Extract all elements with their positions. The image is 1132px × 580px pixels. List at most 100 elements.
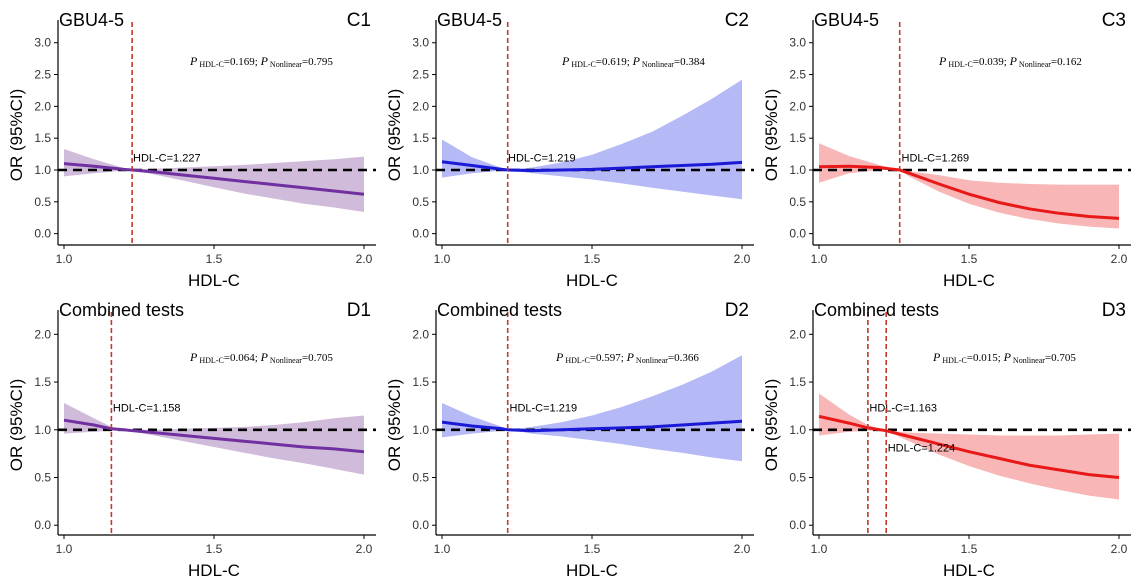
chart-panel-c2: HDL-C=1.219 0.0 0.5 1.0 1.5 2.0 2.5 3.0 1.0 1.5 2.…: [385, 10, 754, 290]
x-tick-label: 1.0: [811, 542, 828, 556]
y-axis-title: OR (95%CI): [7, 379, 26, 472]
panel-title: Combined tests: [59, 300, 184, 320]
p-value-text: Nonlinear: [1017, 60, 1051, 69]
p-value-text: =: [302, 56, 308, 68]
p-value: 0.366: [674, 352, 699, 364]
y-tick-label: 1.0: [34, 423, 51, 437]
panel-title: GBU4-5: [59, 10, 124, 30]
p-value-text: HDL-C: [197, 60, 223, 69]
x-axis-title: HDL-C: [943, 561, 995, 580]
y-tick-label: 2.0: [789, 327, 806, 341]
cutpoint-label: HDL-C=1.224: [888, 443, 956, 455]
panel-label: C2: [725, 10, 749, 31]
p-value-text: HDL-C: [197, 356, 223, 365]
chart-panel-d3: HDL-C=1.163 HDL-C=1.224 0.0 0.5 1.0 1.5 2.0 1.0…: [762, 300, 1131, 580]
p-value-text: ;: [998, 352, 1004, 364]
p-value-text: =: [1051, 56, 1057, 68]
y-tick-label: 0.5: [412, 195, 429, 209]
y-tick-label: 1.5: [789, 375, 806, 389]
chart-panel-d1: HDL-C=1.158 0.0 0.5 1.0 1.5 2.0 1.0 1.5 2.0 HDL-C…: [7, 300, 376, 580]
p-value-text: =: [973, 56, 979, 68]
or-estimate-line: [441, 160, 743, 173]
p-value-text: =: [1045, 352, 1051, 364]
p-value-text: P: [561, 54, 570, 68]
x-tick-label: 1.5: [584, 252, 601, 266]
p-value-text: P: [260, 54, 269, 68]
y-tick-label: 2.0: [789, 99, 806, 113]
p-value: 0.619: [602, 56, 627, 68]
x-tick-label: 1.0: [434, 252, 451, 266]
p-value-text: =: [590, 352, 596, 364]
y-tick-label: 0.5: [789, 471, 806, 485]
p-value-text: HDL-C: [569, 60, 595, 69]
ci-band: [819, 143, 1119, 229]
p-value-text: P: [1003, 350, 1012, 364]
y-axis-title: OR (95%CI): [385, 379, 404, 472]
p-value-text: =: [967, 352, 973, 364]
y-tick-label: 0.0: [34, 518, 51, 532]
p-value-text: P: [260, 350, 269, 364]
y-tick-label: 1.5: [34, 375, 51, 389]
p-value: 0.039: [979, 56, 1004, 68]
p-value-text: P: [1009, 54, 1018, 68]
y-tick-label: 3.0: [34, 36, 51, 50]
p-value-text: Nonlinear: [634, 356, 668, 365]
y-tick-label: 1.0: [412, 163, 429, 177]
x-tick-label: 2.0: [1111, 542, 1128, 556]
cutpoint-label: HDL-C=1.227: [133, 153, 201, 165]
p-value: 0.795: [308, 56, 333, 68]
y-tick-label: 1.5: [412, 131, 429, 145]
p-value-text: Nonlinear: [1011, 356, 1045, 365]
p-value-text: =: [668, 352, 674, 364]
p-value-text: Nonlinear: [268, 356, 302, 365]
p-value: 0.169: [230, 56, 255, 68]
p-value-text: ;: [621, 352, 627, 364]
p-value-text: HDL-C: [946, 60, 972, 69]
cutpoint-label: HDL-C=1.269: [902, 153, 970, 165]
x-axis-title: HDL-C: [566, 561, 618, 580]
y-axis-title: OR (95%CI): [385, 89, 404, 182]
x-tick-label: 1.0: [434, 542, 451, 556]
x-tick-label: 2.0: [734, 252, 751, 266]
p-value-annotation: P HDL-C=0.169; P Nonlinear=0.795: [189, 54, 333, 69]
y-axis-title: OR (95%CI): [762, 89, 781, 182]
panel-label: C1: [347, 10, 371, 31]
p-value-text: ;: [1004, 56, 1010, 68]
cutpoint-label: HDL-C=1.163: [869, 403, 937, 415]
chart-panel-d2: HDL-C=1.219 0.0 0.5 1.0 1.5 2.0 1.0 1.5 2.0 HDL-C…: [385, 300, 754, 580]
p-value-text: ;: [255, 352, 261, 364]
p-value: 0.064: [230, 352, 255, 364]
x-tick-label: 2.0: [734, 542, 751, 556]
p-value-text: P: [189, 350, 198, 364]
x-tick-label: 1.5: [584, 542, 601, 556]
or-estimate-line: [63, 162, 365, 196]
x-tick-label: 1.5: [206, 542, 223, 556]
y-tick-label: 0.0: [789, 227, 806, 241]
p-value-text: ;: [627, 56, 633, 68]
p-value-text: P: [555, 350, 564, 364]
p-value-text: Nonlinear: [268, 60, 302, 69]
p-value: 0.162: [1057, 56, 1082, 68]
or-estimate-line: [63, 418, 365, 454]
p-value-text: =: [224, 352, 230, 364]
x-tick-label: 1.0: [56, 252, 73, 266]
p-value-annotation: P HDL-C=0.619; P Nonlinear=0.384: [561, 54, 705, 69]
x-tick-label: 2.0: [356, 252, 373, 266]
p-value-text: P: [938, 54, 947, 68]
p-value: 0.384: [680, 56, 705, 68]
p-value-text: =: [302, 352, 308, 364]
p-value: 0.705: [1051, 352, 1076, 364]
panel-label: C3: [1102, 10, 1126, 31]
y-tick-label: 0.5: [412, 471, 429, 485]
y-tick-label: 2.5: [412, 68, 429, 82]
y-tick-label: 1.0: [789, 163, 806, 177]
p-value: 0.597: [596, 352, 621, 364]
cutpoint-label: HDL-C=1.219: [510, 403, 578, 415]
y-tick-label: 0.0: [412, 518, 429, 532]
x-tick-label: 1.0: [56, 542, 73, 556]
x-tick-label: 1.5: [961, 252, 978, 266]
p-value: 0.015: [973, 352, 998, 364]
y-tick-label: 0.0: [789, 518, 806, 532]
p-value-text: P: [189, 54, 198, 68]
x-axis-title: HDL-C: [188, 561, 240, 580]
